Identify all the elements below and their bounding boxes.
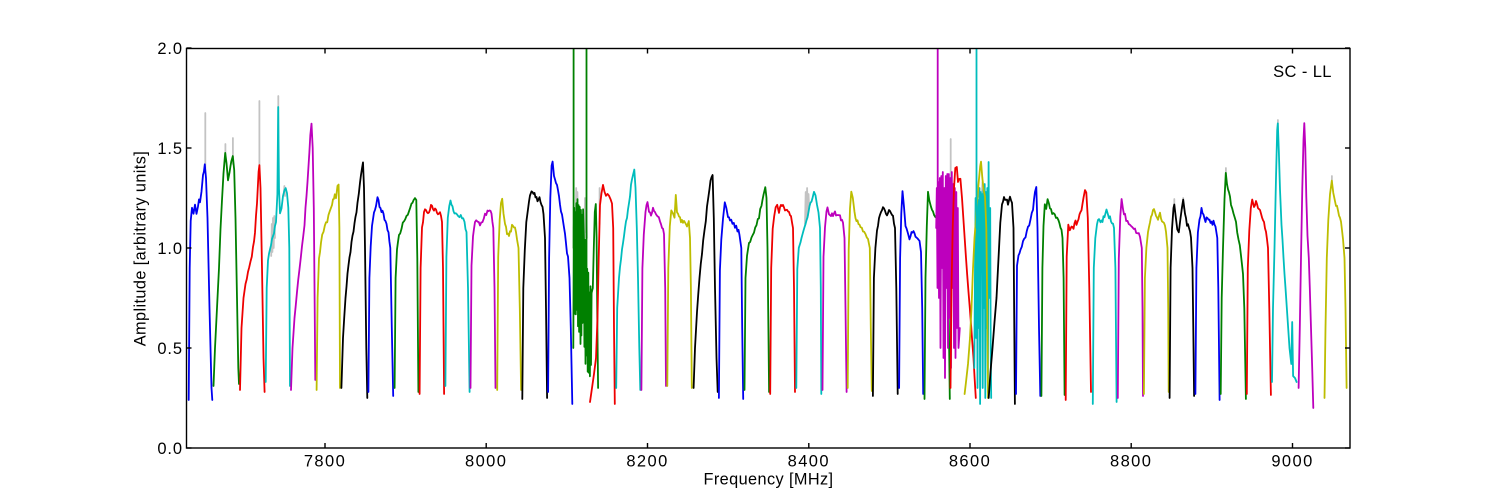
svg-text:7800: 7800 <box>304 453 346 471</box>
svg-text:Amplitude [arbitrary units]: Amplitude [arbitrary units] <box>132 151 150 346</box>
svg-text:SC - LL: SC - LL <box>1273 63 1332 81</box>
svg-text:0.5: 0.5 <box>157 340 183 358</box>
svg-text:8200: 8200 <box>626 453 668 471</box>
svg-text:1.5: 1.5 <box>157 140 183 158</box>
svg-text:0.0: 0.0 <box>157 440 183 458</box>
svg-text:9000: 9000 <box>1271 453 1313 471</box>
svg-text:8600: 8600 <box>949 453 991 471</box>
svg-text:2.0: 2.0 <box>157 40 183 58</box>
svg-text:Frequency [MHz]: Frequency [MHz] <box>704 471 834 489</box>
svg-text:8800: 8800 <box>1110 453 1152 471</box>
svg-text:8000: 8000 <box>465 453 507 471</box>
svg-text:1.0: 1.0 <box>157 240 183 258</box>
svg-text:8400: 8400 <box>788 453 830 471</box>
